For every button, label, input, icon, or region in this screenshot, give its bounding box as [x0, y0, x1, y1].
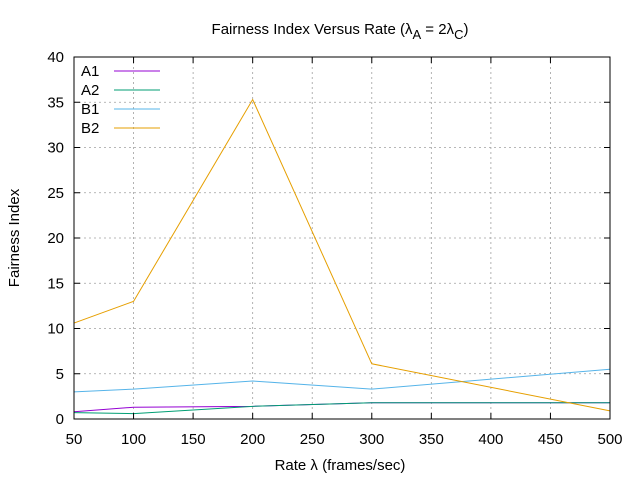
y-tick-label: 25 [47, 185, 64, 202]
x-tick-label: 200 [240, 431, 265, 448]
legend: A1 A2 B1 B2 [81, 63, 160, 137]
x-tick-label: 450 [538, 431, 563, 448]
series-line-a2 [73, 402, 610, 415]
y-axis-label: Fairness Index [6, 188, 23, 287]
y-tick-label: 10 [47, 321, 64, 338]
axes: 50 100 150 200 250 300 350 400 450 500 0 5 10 15 20 25 3… [47, 49, 622, 448]
series-line-b2 [73, 98, 611, 412]
grid [74, 57, 610, 419]
y-tick-label: 40 [47, 49, 64, 66]
series-line-b1 [73, 368, 611, 393]
y-tick-label: 0 [56, 411, 64, 428]
legend-label-a2: A2 [81, 82, 99, 99]
x-tick-label: 100 [121, 431, 146, 448]
y-tick-label: 35 [47, 94, 64, 111]
y-tick-label: 15 [47, 275, 64, 292]
y-tick-label: 5 [56, 366, 64, 383]
x-tick-label: 250 [300, 431, 325, 448]
legend-label-b2: B2 [81, 120, 99, 137]
x-tick-label: 500 [597, 431, 622, 448]
legend-label-a1: A1 [81, 63, 99, 80]
chart-title: Fairness Index Versus Rate (λA = 2λC) [212, 21, 469, 42]
x-tick-label: 300 [359, 431, 384, 448]
y-tick-label: 20 [47, 230, 64, 247]
x-tick-label: 350 [419, 431, 444, 448]
x-tick-label: 50 [66, 431, 83, 448]
series-lines [73, 98, 611, 415]
y-tick-label: 30 [47, 140, 64, 157]
x-axis-label: Rate λ (frames/sec) [275, 457, 406, 474]
x-tick-label: 400 [478, 431, 503, 448]
legend-label-b1: B1 [81, 101, 99, 118]
x-tick-label: 150 [181, 431, 206, 448]
